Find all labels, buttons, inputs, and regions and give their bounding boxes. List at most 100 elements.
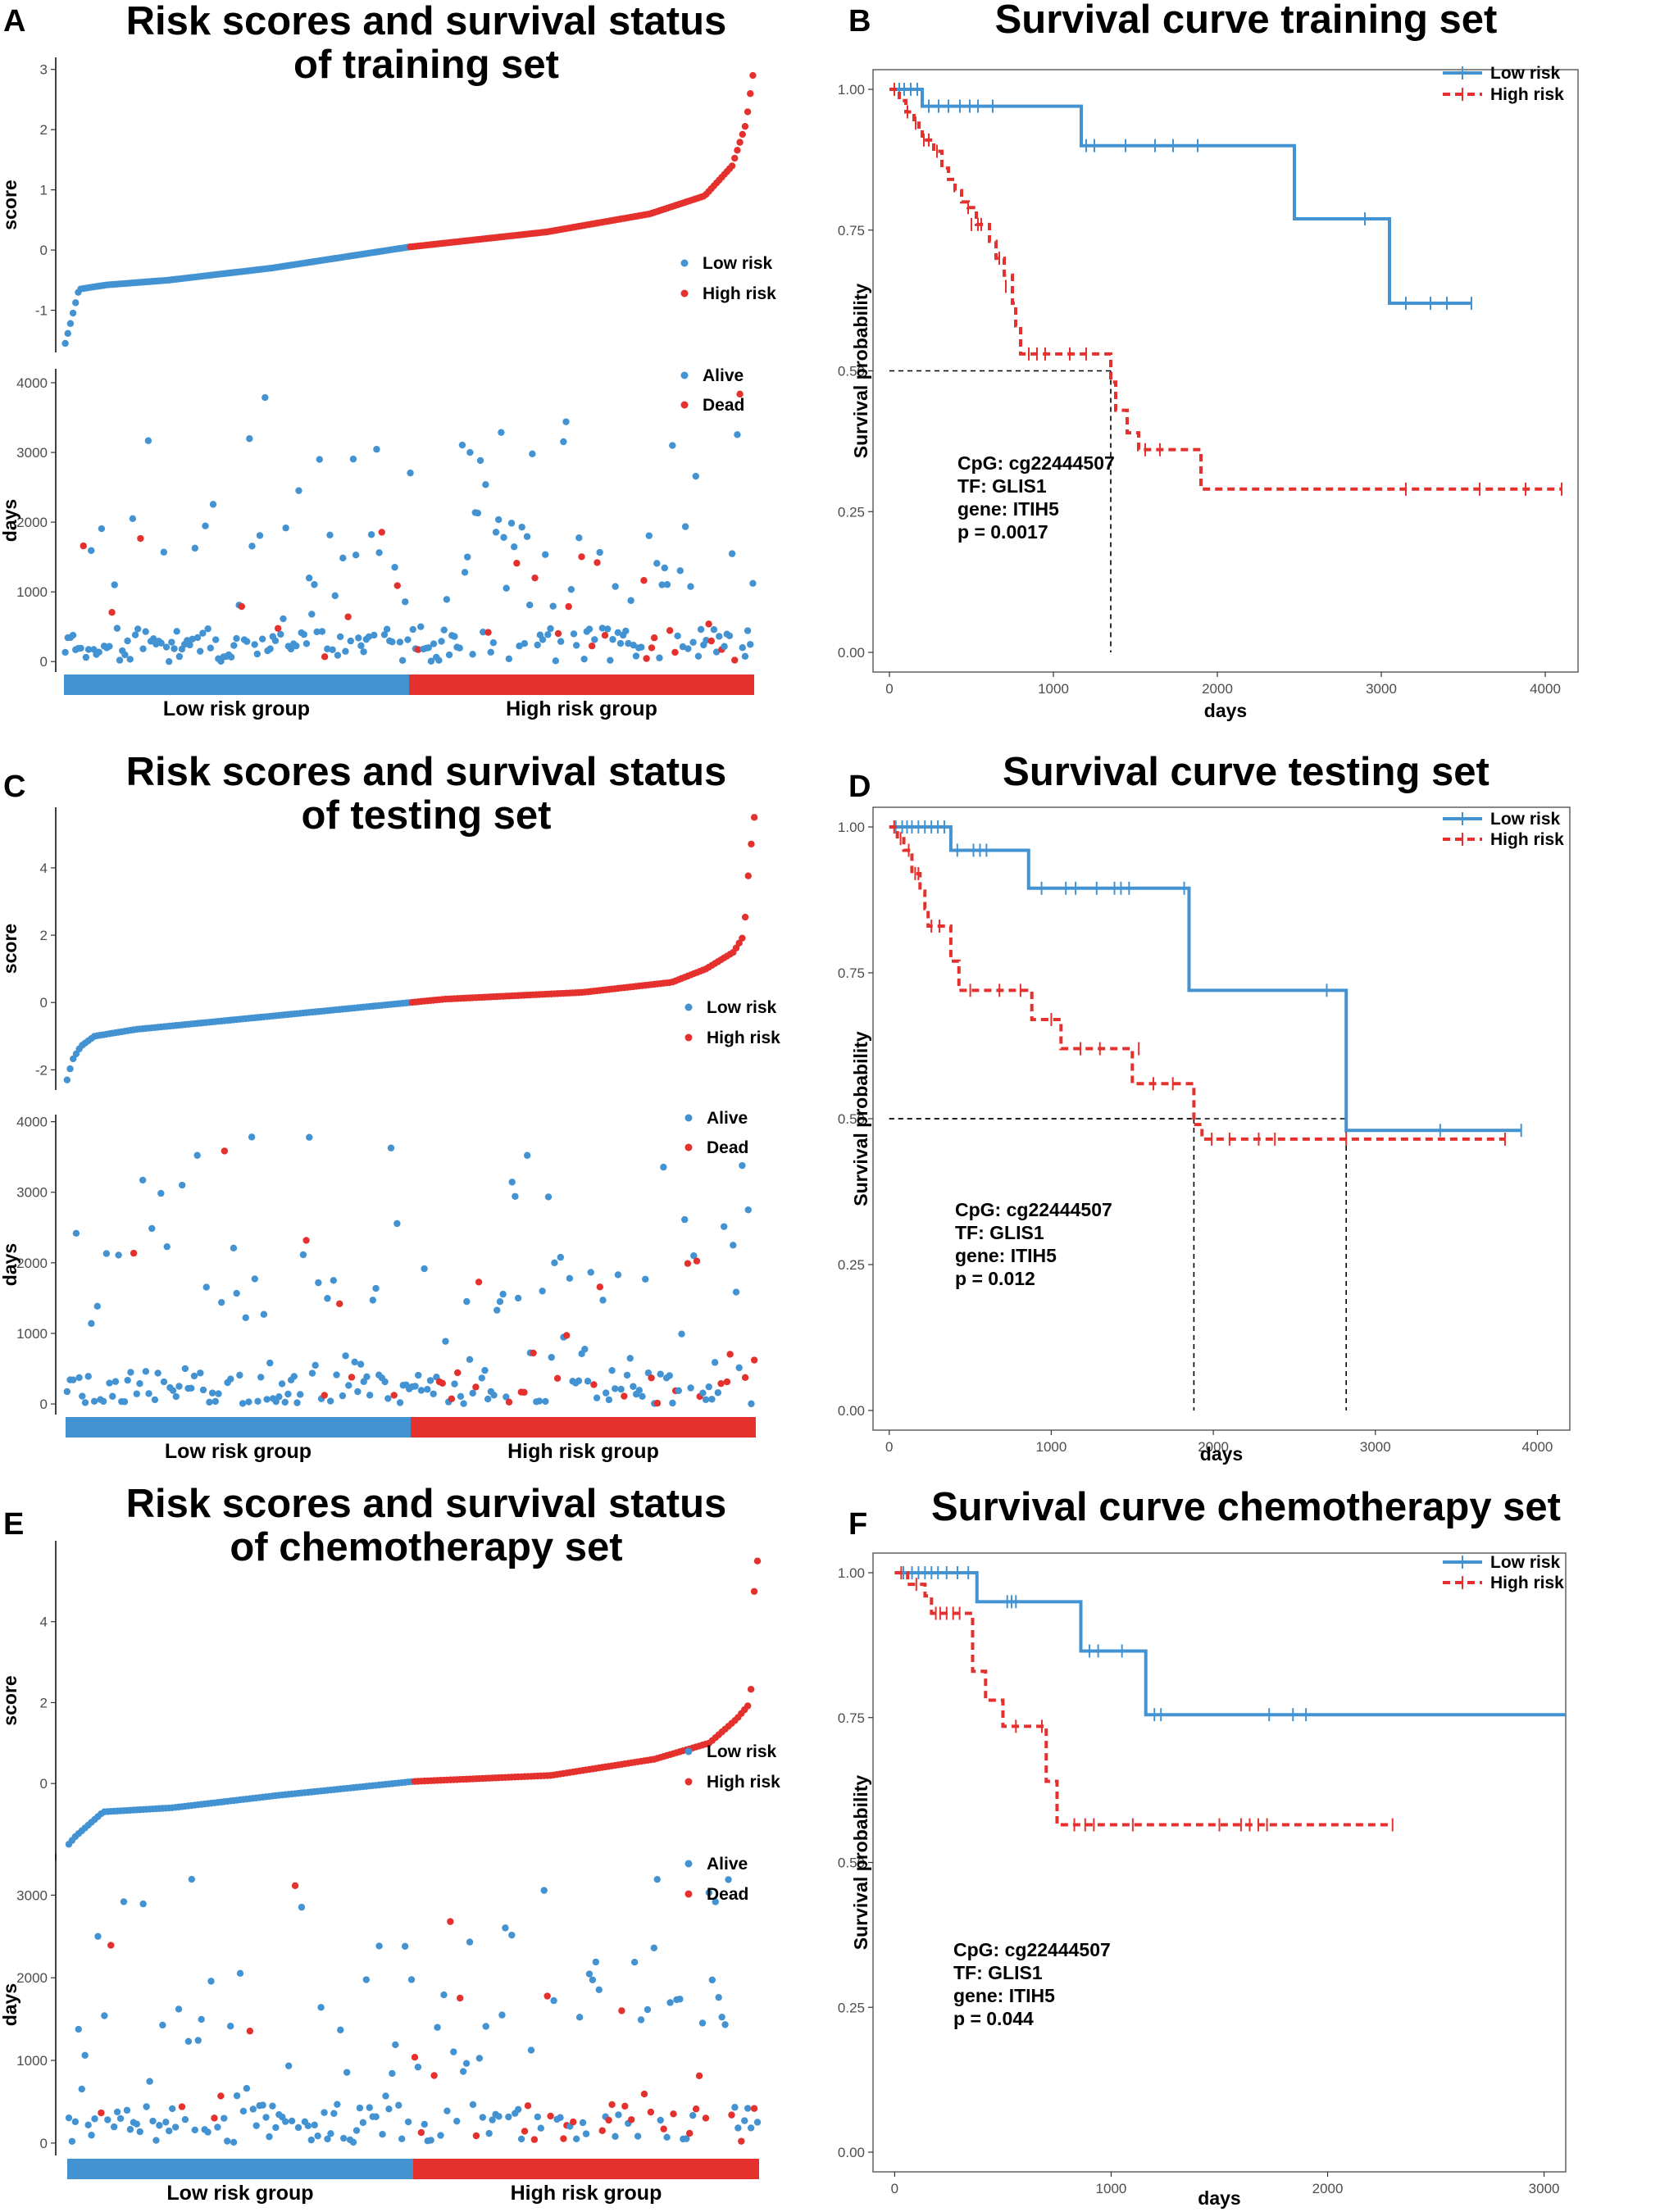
days-point — [689, 2111, 697, 2119]
days-point — [360, 648, 367, 656]
days-point — [741, 652, 749, 661]
days-point — [343, 2069, 351, 2076]
days-point — [609, 636, 616, 643]
days-point — [466, 1356, 474, 1364]
panel-label: D — [848, 770, 871, 804]
days-point — [168, 638, 175, 646]
days-tick-label: 2000 — [16, 1970, 48, 1986]
days-point — [369, 1297, 377, 1304]
legend-marker — [684, 1143, 693, 1151]
days-point — [608, 2101, 616, 2109]
score-tick-label: -2 — [35, 1062, 48, 1078]
legend-label: Alive — [707, 1109, 748, 1128]
days-point — [404, 636, 412, 643]
days-point — [189, 635, 196, 643]
days-point — [598, 2127, 606, 2134]
days-point — [653, 560, 661, 567]
days-point — [253, 650, 262, 658]
days-point — [121, 1398, 129, 1406]
days-point — [572, 2135, 580, 2143]
annotation-line: p = 0.012 — [955, 1268, 1035, 1289]
days-point — [714, 1389, 722, 1397]
days-point — [658, 581, 666, 588]
days-point — [326, 531, 334, 539]
days-point — [159, 2021, 166, 2029]
days-point — [684, 1260, 692, 1267]
days-point — [407, 469, 414, 477]
days-point — [398, 656, 407, 665]
days-point — [627, 597, 634, 604]
days-point — [575, 534, 583, 542]
legend-marker — [684, 1860, 693, 1868]
y-tick-label: 0.75 — [838, 223, 865, 238]
days-point — [81, 1399, 89, 1406]
days-point — [434, 2024, 441, 2031]
score-point — [63, 1076, 71, 1083]
days-point — [590, 1381, 598, 1388]
days-point — [466, 448, 474, 456]
days-point — [411, 2054, 419, 2061]
legend-label: High risk — [1490, 1574, 1564, 1592]
days-point — [739, 1161, 746, 1170]
x-axis-label: days — [1200, 1443, 1243, 1465]
days-point — [717, 1379, 725, 1388]
annotation-line: TF: GLIS1 — [955, 1222, 1044, 1243]
days-point — [537, 2124, 544, 2132]
days-point — [741, 2117, 748, 2124]
days-point — [63, 1388, 71, 1396]
days-point — [653, 1875, 661, 1883]
days-point — [324, 645, 331, 652]
days-point — [427, 2137, 434, 2144]
y-tick-label: 0.75 — [838, 1710, 865, 1726]
days-point — [490, 1392, 498, 1399]
legend-label: Alive — [707, 1855, 748, 1874]
days-point — [707, 637, 715, 645]
days-tick-label: 1000 — [16, 584, 48, 600]
days-tick-label: 0 — [40, 654, 48, 670]
days-point — [440, 626, 448, 634]
days-point — [692, 472, 699, 480]
days-point — [166, 2127, 173, 2135]
days-point — [396, 1399, 404, 1406]
days-point — [566, 1274, 574, 1283]
x-axis-label: days — [1204, 700, 1247, 721]
days-point — [207, 1978, 215, 1985]
days-point — [171, 2123, 180, 2131]
days-point — [160, 548, 168, 556]
days-point — [371, 631, 378, 639]
days-point — [314, 2132, 321, 2140]
chart-title: Risk scores and survival status — [126, 750, 727, 794]
days-point — [557, 1253, 565, 1261]
legend-label: Low risk — [1490, 64, 1561, 83]
days-point — [271, 637, 280, 645]
days-point — [464, 553, 471, 561]
days-point — [481, 1366, 489, 1374]
days-point — [409, 625, 416, 634]
low-risk-group-label: Low risk group — [163, 697, 310, 720]
days-point — [372, 1284, 380, 1292]
days-point — [248, 1133, 256, 1141]
days-point — [162, 643, 171, 651]
days-point — [748, 1400, 755, 1408]
days-point — [548, 1353, 555, 1361]
panel-b: B Survival curve training set 0.00 0.25 0.50… — [838, 0, 1579, 721]
days-point — [84, 646, 93, 653]
days-point — [131, 631, 139, 638]
days-point — [582, 2130, 590, 2137]
days-point — [163, 1242, 171, 1251]
y-tick-label: 0.50 — [838, 1855, 865, 1871]
days-point — [99, 1397, 107, 1406]
x-tick-label: 0 — [891, 2181, 898, 2196]
days-point — [318, 628, 326, 635]
days-point — [499, 1290, 507, 1298]
days-point — [113, 625, 121, 632]
days-point — [484, 629, 492, 636]
days-point — [705, 1889, 713, 1896]
days-point — [591, 636, 598, 643]
days-point — [331, 592, 339, 600]
days-tick-label: 4000 — [16, 375, 48, 391]
days-point — [479, 2114, 486, 2121]
days-point — [363, 1373, 371, 1381]
days-point — [354, 1388, 362, 1396]
days-point — [336, 1300, 343, 1308]
